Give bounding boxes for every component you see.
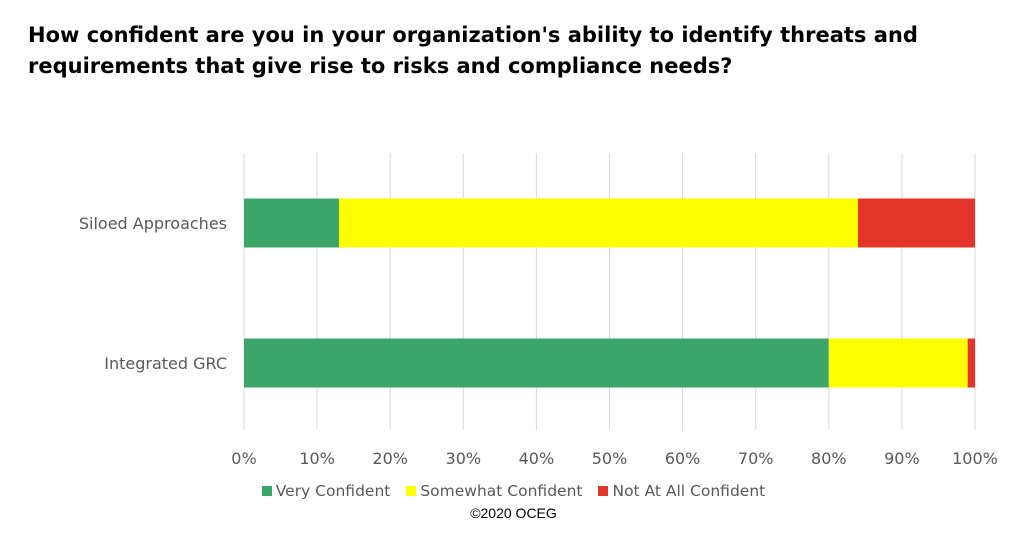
x-tick-label: 10% (299, 449, 335, 468)
x-tick-label: 90% (884, 449, 920, 468)
x-tick-label: 20% (372, 449, 408, 468)
chart-legend: Very Confident Somewhat Confident Not At… (0, 482, 1027, 500)
legend-label-somewhat-confident: Somewhat Confident (420, 482, 583, 500)
legend-label-not-at-all-confident: Not At All Confident (612, 482, 766, 500)
x-tick-label: 50% (592, 449, 628, 468)
x-tick-label: 80% (811, 449, 847, 468)
legend-item-somewhat-confident: Somewhat Confident (406, 482, 582, 500)
legend-label-very-confident: Very Confident (275, 482, 391, 500)
chart-title: How confident are you in your organizati… (28, 23, 918, 78)
copyright-notice: ©2020 OCEG (470, 505, 557, 521)
legend-swatch-very-confident (261, 486, 272, 496)
bar-segment (244, 338, 829, 388)
legend-swatch-not-at-all-confident (598, 486, 609, 496)
x-tick-label: 60% (665, 449, 701, 468)
x-tick-label: 40% (519, 449, 555, 468)
x-tick-label: 70% (738, 449, 774, 468)
bar-segment (967, 338, 975, 388)
bar-segment (339, 198, 859, 248)
bar-segment (244, 198, 340, 248)
legend-item-not-at-all-confident: Not At All Confident (598, 482, 765, 500)
x-tick-label: 0% (231, 449, 256, 468)
bar-segment (828, 338, 968, 388)
x-tick-label: 30% (446, 449, 482, 468)
legend-item-very-confident: Very Confident (261, 482, 391, 500)
category-label: Siloed Approaches (79, 214, 227, 233)
x-tick-label: 100% (952, 449, 998, 468)
bar-segment (858, 198, 975, 248)
legend-swatch-somewhat-confident (406, 486, 417, 496)
category-label: Integrated GRC (104, 354, 227, 373)
